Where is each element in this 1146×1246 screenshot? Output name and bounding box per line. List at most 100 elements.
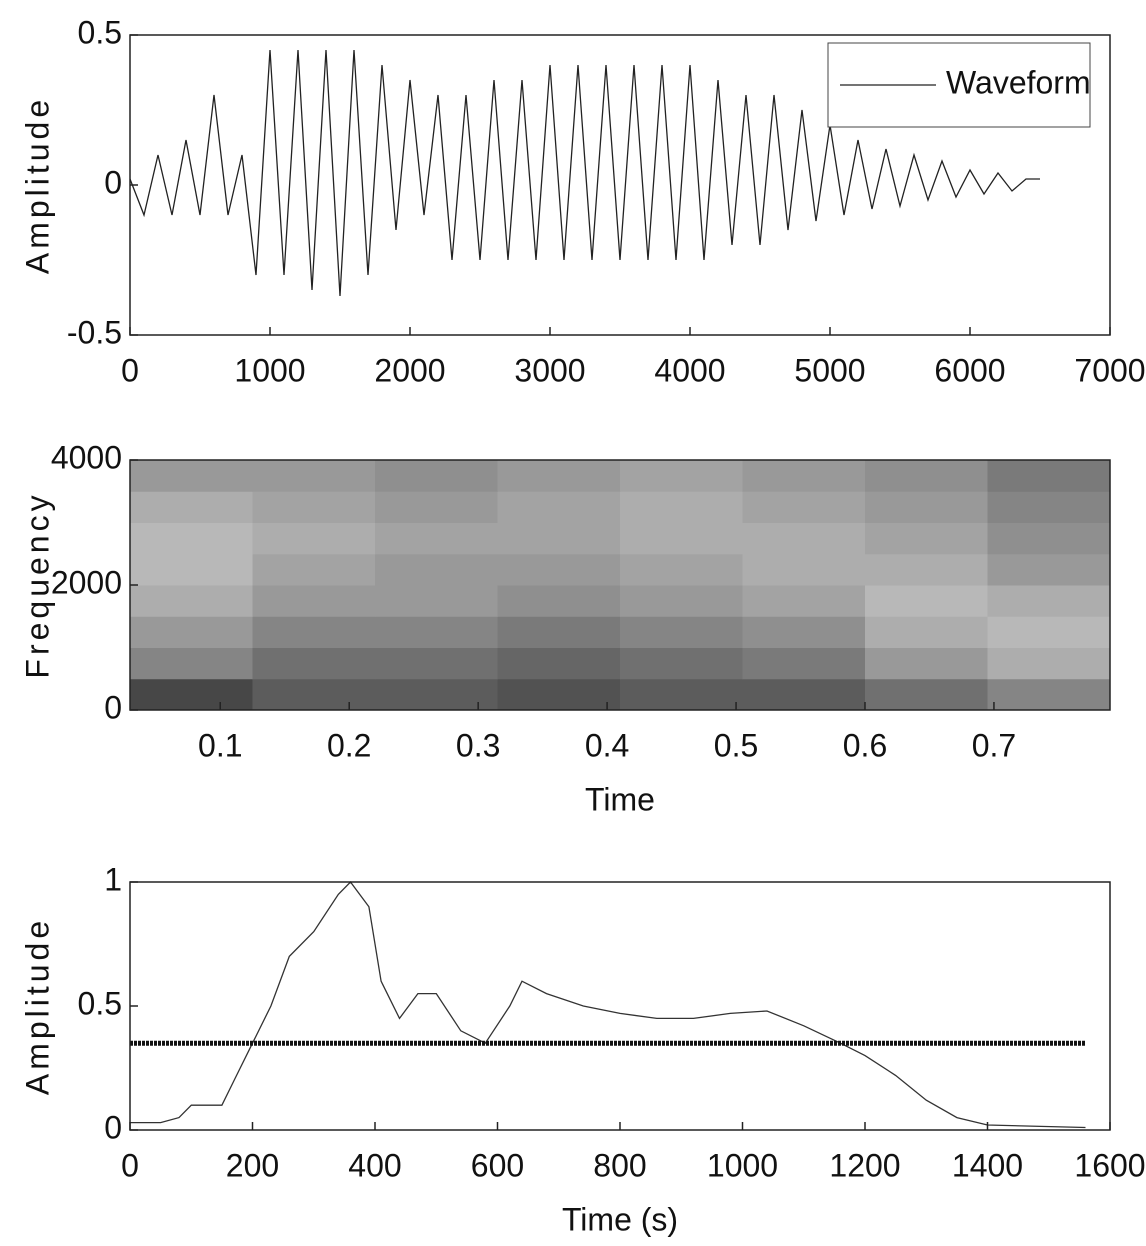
y-tick-label: 0 (104, 1109, 122, 1145)
x-tick-label: 0 (121, 352, 139, 388)
y-axis-label: Amplitude (19, 917, 55, 1095)
heat-cell (130, 491, 253, 523)
heat-cell (620, 522, 743, 555)
x-tick-label: 800 (593, 1147, 646, 1183)
subplot: 0 200 400 600 800 1000 1200 1400 1600 0 0.5 1 Time (… (19, 861, 1145, 1237)
x-tick-label: 1000 (234, 352, 305, 388)
heat-cell (987, 522, 1111, 555)
subplot: 0 1000 2000 3000 4000 5000 6000 7000-0.500.5Amp… (19, 14, 1145, 388)
y-tick-label: 0 (104, 689, 122, 725)
x-tick-label: 4000 (654, 352, 725, 388)
heat-cell (252, 491, 376, 523)
heat-cell (987, 678, 1111, 711)
heat-cell (620, 647, 743, 680)
x-axis-label: Time (s) (562, 1201, 678, 1237)
legend-label: Waveform (946, 64, 1091, 100)
y-tick-label: 0.5 (78, 14, 122, 50)
x-tick-label: 0.3 (456, 727, 500, 763)
x-tick-label: 1400 (952, 1147, 1023, 1183)
heat-cell (130, 678, 253, 711)
heat-cell (252, 678, 376, 711)
heat-cell (620, 491, 743, 523)
heat-cell (375, 553, 498, 586)
heat-cell (742, 678, 866, 711)
heat-cell (987, 616, 1111, 648)
heat-cell (865, 553, 988, 586)
heat-cell (865, 491, 988, 523)
heat-cell (620, 553, 743, 586)
data-line (130, 881, 1086, 1129)
heat-cell (620, 616, 743, 648)
heat-cell (130, 647, 253, 680)
y-tick-label: 2000 (51, 564, 122, 600)
heat-cell (497, 553, 621, 586)
heat-cell (375, 491, 498, 523)
heat-cell (742, 616, 866, 648)
heat-cell (987, 647, 1111, 680)
x-tick-label: 600 (471, 1147, 524, 1183)
heat-cell (375, 522, 498, 555)
x-tick-label: 3000 (514, 352, 585, 388)
heat-cell (497, 647, 621, 680)
heat-cell (987, 491, 1111, 523)
heat-cell (252, 553, 376, 586)
heat-cell (865, 522, 988, 555)
heat-cell (375, 616, 498, 648)
plot-frame (129, 881, 1111, 1131)
y-axis-label: Amplitude (19, 96, 55, 274)
x-tick-label: 7000 (1074, 352, 1145, 388)
heat-cell (375, 585, 498, 617)
y-tick-label: 0 (104, 164, 122, 200)
heat-cell (620, 585, 743, 617)
heat-cell (252, 616, 376, 648)
heat-cell (742, 491, 866, 523)
heat-cell (375, 678, 498, 711)
x-tick-label: 5000 (794, 352, 865, 388)
x-tick-label: 0.5 (714, 727, 758, 763)
heat-cell (252, 460, 376, 492)
x-tick-label: 1000 (707, 1147, 778, 1183)
heat-cell (130, 522, 253, 555)
x-tick-label: 0.7 (972, 727, 1016, 763)
heat-cell (497, 522, 621, 555)
heat-cell (130, 460, 253, 492)
heat-cell (375, 647, 498, 680)
x-tick-label: 400 (348, 1147, 401, 1183)
y-tick-label: 0.5 (78, 985, 122, 1021)
data-line (129, 49, 1040, 297)
y-tick-label: 1 (104, 861, 122, 897)
heat-cell (742, 553, 866, 586)
heat-cell (130, 553, 253, 586)
heat-cell (497, 491, 621, 523)
x-tick-label: 0 (121, 1147, 139, 1183)
x-tick-label: 2000 (374, 352, 445, 388)
heat-cell (620, 678, 743, 711)
heat-cell (130, 616, 253, 648)
heat-cell (497, 460, 621, 492)
heat-cell (497, 616, 621, 648)
subplot: 0.1 0.2 0.3 0.4 0.5 0.6 0.7 0 2000 4000 Time Freque… (19, 439, 1111, 817)
x-tick-label: 1200 (829, 1147, 900, 1183)
heat-cell (252, 522, 376, 555)
heat-cell (742, 647, 866, 680)
heat-cell (865, 678, 988, 711)
heat-cell (497, 585, 621, 617)
x-tick-label: 1600 (1074, 1147, 1145, 1183)
heat-cell (742, 522, 866, 555)
heat-cell (865, 585, 988, 617)
heat-cell (865, 460, 988, 492)
y-tick-label: -0.5 (67, 314, 122, 350)
heat-cell (742, 585, 866, 617)
heat-cell (252, 647, 376, 680)
x-tick-label: 0.4 (585, 727, 629, 763)
heat-cell (375, 460, 498, 492)
heat-cell (865, 616, 988, 648)
heat-cell (130, 585, 253, 617)
heat-cell (987, 460, 1111, 492)
x-tick-label: 6000 (934, 352, 1005, 388)
x-tick-label: 0.2 (327, 727, 371, 763)
heat-cell (742, 460, 866, 492)
x-tick-label: 200 (226, 1147, 279, 1183)
x-tick-label: 0.6 (843, 727, 887, 763)
